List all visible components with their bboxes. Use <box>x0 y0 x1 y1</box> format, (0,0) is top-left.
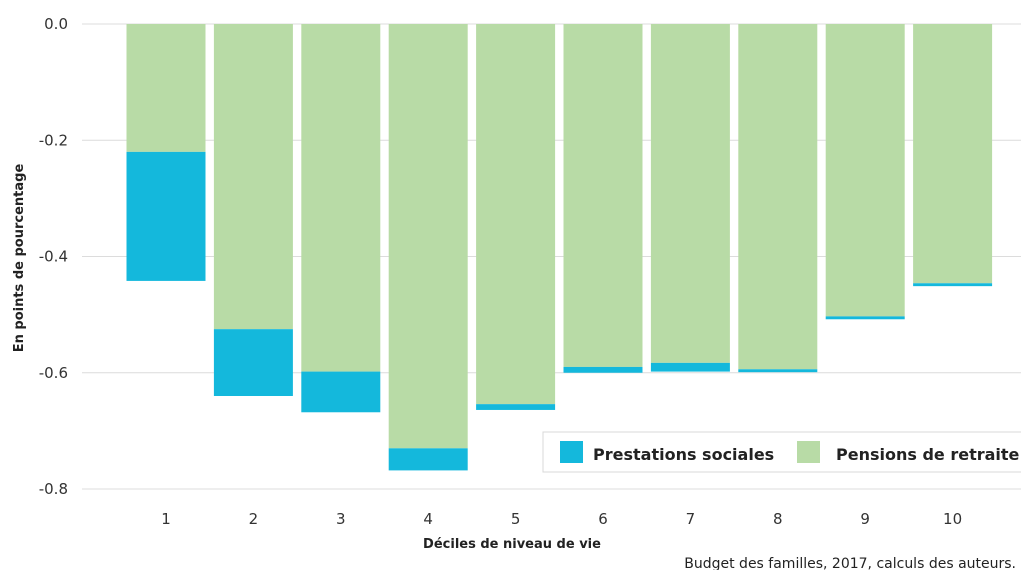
bar-prestations-decile-4 <box>388 448 468 471</box>
x-tick-label: 2 <box>249 510 259 528</box>
y-tick-label: -0.2 <box>39 131 68 149</box>
legend-box <box>542 431 1021 473</box>
bar-prestations-decile-1 <box>126 151 206 281</box>
bar-pensions-decile-1 <box>126 24 206 152</box>
bar-prestations-decile-6 <box>563 366 643 373</box>
bar-prestations-decile-8 <box>738 369 818 373</box>
bar-pensions-decile-10 <box>913 24 993 284</box>
bar-prestations-decile-9 <box>825 316 905 320</box>
bar-pensions-decile-2 <box>213 24 293 330</box>
y-axis-ticks: 0.0 -0.2 -0.4 -0.6 -0.8 <box>39 15 68 498</box>
x-tick-label: 7 <box>686 510 696 528</box>
legend: Prestations sociales Pensions de retrait… <box>542 431 1021 473</box>
y-tick-label: -0.8 <box>39 480 68 498</box>
legend-swatch-prestations-sociales <box>560 441 583 463</box>
x-tick-label: 5 <box>511 510 521 528</box>
bar-pensions-decile-3 <box>301 24 381 372</box>
legend-label-pensions-de-retraite: Pensions de retraite <box>836 445 1020 464</box>
source-note: Budget des familles, 2017, calculs des a… <box>684 556 1016 570</box>
y-tick-label: -0.6 <box>39 364 68 382</box>
y-tick-label: -0.4 <box>39 248 68 266</box>
bar-pensions-decile-8 <box>738 24 818 370</box>
y-tick-label: 0.0 <box>44 15 68 33</box>
bar-pensions-decile-5 <box>476 24 556 405</box>
x-axis-title: Déciles de niveau de vie <box>423 537 601 552</box>
x-axis-ticks: 1 2 3 4 5 6 7 8 9 10 <box>161 510 962 528</box>
x-tick-label: 6 <box>598 510 608 528</box>
bar-pensions-decile-6 <box>563 24 643 367</box>
x-tick-label: 3 <box>336 510 346 528</box>
bars <box>126 24 993 471</box>
x-tick-label: 1 <box>161 510 171 528</box>
bar-prestations-decile-2 <box>213 329 293 396</box>
bar-pensions-decile-4 <box>388 24 468 449</box>
x-tick-label: 9 <box>860 510 870 528</box>
bar-pensions-decile-9 <box>825 24 905 317</box>
bar-prestations-decile-5 <box>476 404 556 410</box>
y-axis-title: En points de pourcentage <box>12 164 27 353</box>
bar-prestations-decile-10 <box>913 283 993 287</box>
legend-label-prestations-sociales: Prestations sociales <box>593 445 774 464</box>
x-tick-label: 10 <box>943 510 962 528</box>
x-tick-label: 4 <box>423 510 433 528</box>
bar-pensions-decile-7 <box>650 24 730 363</box>
bar-prestations-decile-7 <box>650 362 730 372</box>
legend-swatch-pensions-de-retraite <box>797 441 820 463</box>
bar-prestations-decile-3 <box>301 371 381 413</box>
x-tick-label: 8 <box>773 510 783 528</box>
